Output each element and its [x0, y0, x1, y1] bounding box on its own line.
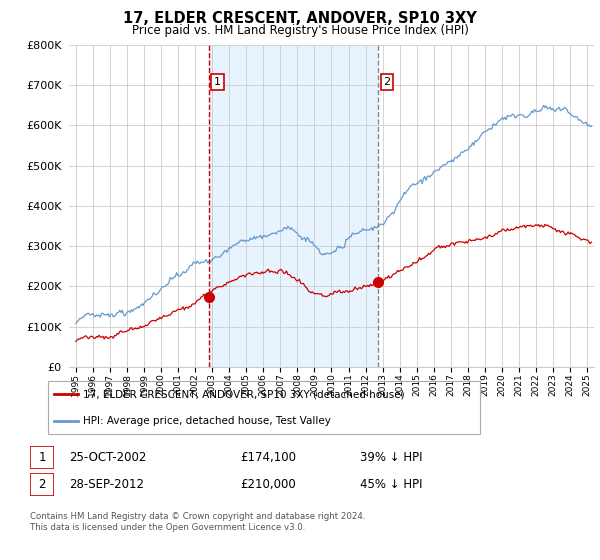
Text: 17, ELDER CRESCENT, ANDOVER, SP10 3XY: 17, ELDER CRESCENT, ANDOVER, SP10 3XY [123, 11, 477, 26]
Bar [209, 45, 379, 367]
Text: 39% ↓ HPI: 39% ↓ HPI [360, 451, 422, 464]
Text: 2: 2 [38, 478, 46, 491]
Text: HPI: Average price, detached house, Test Valley: HPI: Average price, detached house, Test… [83, 416, 331, 426]
Text: Price paid vs. HM Land Registry's House Price Index (HPI): Price paid vs. HM Land Registry's House … [131, 24, 469, 36]
Text: 28-SEP-2012: 28-SEP-2012 [69, 478, 144, 491]
Text: Contains HM Land Registry data © Crown copyright and database right 2024.
This d: Contains HM Land Registry data © Crown c… [30, 512, 365, 532]
Text: 25-OCT-2002: 25-OCT-2002 [69, 451, 146, 464]
Text: 17, ELDER CRESCENT, ANDOVER, SP10 3XY (detached house): 17, ELDER CRESCENT, ANDOVER, SP10 3XY (d… [83, 389, 404, 399]
Text: 1: 1 [38, 451, 46, 464]
Text: 45% ↓ HPI: 45% ↓ HPI [360, 478, 422, 491]
Text: 1: 1 [214, 77, 221, 87]
Text: £174,100: £174,100 [240, 451, 296, 464]
Text: 2: 2 [383, 77, 391, 87]
Text: £210,000: £210,000 [240, 478, 296, 491]
